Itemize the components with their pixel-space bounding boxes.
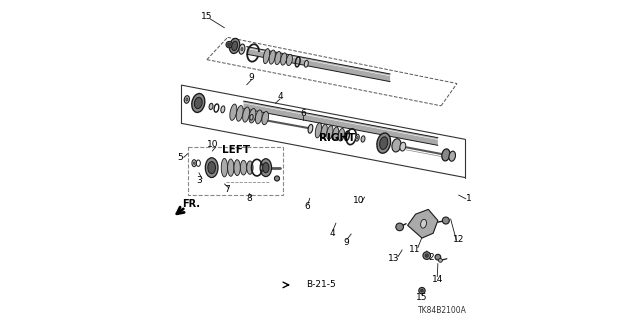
- Text: 10: 10: [207, 140, 218, 149]
- Ellipse shape: [263, 49, 269, 64]
- Text: 4: 4: [277, 92, 283, 101]
- Ellipse shape: [377, 133, 390, 153]
- Ellipse shape: [260, 159, 271, 177]
- Text: RIGHT: RIGHT: [319, 133, 356, 143]
- Ellipse shape: [442, 149, 450, 161]
- Text: LEFT: LEFT: [221, 146, 250, 156]
- Ellipse shape: [192, 160, 196, 167]
- Ellipse shape: [246, 161, 253, 174]
- Polygon shape: [408, 209, 438, 238]
- Text: 9: 9: [248, 73, 254, 82]
- Text: 7: 7: [224, 186, 230, 195]
- Text: 10: 10: [353, 196, 365, 205]
- Ellipse shape: [221, 158, 228, 177]
- Text: 9: 9: [343, 238, 349, 247]
- Ellipse shape: [234, 160, 241, 176]
- Ellipse shape: [241, 48, 243, 51]
- Ellipse shape: [420, 219, 426, 228]
- Ellipse shape: [449, 151, 456, 161]
- Ellipse shape: [308, 124, 313, 133]
- Ellipse shape: [304, 60, 308, 67]
- Ellipse shape: [269, 50, 275, 64]
- Ellipse shape: [236, 106, 243, 121]
- Ellipse shape: [221, 106, 225, 113]
- Ellipse shape: [286, 54, 292, 66]
- Ellipse shape: [321, 124, 327, 139]
- Text: 3: 3: [196, 176, 202, 185]
- Ellipse shape: [249, 108, 256, 123]
- Text: 1: 1: [466, 194, 472, 204]
- Ellipse shape: [205, 158, 218, 178]
- Text: 14: 14: [431, 275, 443, 284]
- Circle shape: [420, 289, 423, 292]
- Text: 11: 11: [409, 245, 420, 254]
- Ellipse shape: [316, 123, 321, 138]
- Ellipse shape: [232, 41, 237, 51]
- Ellipse shape: [262, 111, 269, 125]
- Ellipse shape: [250, 115, 253, 120]
- Ellipse shape: [356, 136, 358, 139]
- Ellipse shape: [333, 127, 339, 140]
- Circle shape: [423, 252, 431, 260]
- Ellipse shape: [230, 104, 237, 120]
- Ellipse shape: [228, 159, 234, 176]
- Text: 4: 4: [330, 229, 335, 238]
- Ellipse shape: [327, 126, 333, 140]
- Ellipse shape: [193, 162, 195, 164]
- Text: 13: 13: [388, 254, 399, 263]
- Ellipse shape: [239, 44, 245, 54]
- Ellipse shape: [361, 136, 365, 142]
- Text: TK84B2100A: TK84B2100A: [418, 306, 467, 315]
- Ellipse shape: [209, 103, 213, 110]
- Ellipse shape: [208, 162, 216, 174]
- Ellipse shape: [255, 110, 262, 124]
- Text: 15: 15: [416, 292, 428, 301]
- Polygon shape: [246, 47, 390, 82]
- Circle shape: [228, 43, 231, 46]
- Text: 6: 6: [305, 202, 310, 211]
- Ellipse shape: [186, 98, 188, 101]
- Text: 8: 8: [246, 194, 252, 204]
- Ellipse shape: [280, 53, 287, 65]
- Polygon shape: [244, 101, 438, 145]
- Ellipse shape: [241, 160, 246, 175]
- Ellipse shape: [243, 107, 250, 122]
- Circle shape: [425, 254, 428, 257]
- Circle shape: [275, 176, 280, 181]
- Circle shape: [396, 223, 403, 231]
- Ellipse shape: [192, 93, 205, 112]
- Ellipse shape: [262, 163, 269, 173]
- Text: 12: 12: [453, 235, 464, 244]
- Circle shape: [435, 254, 441, 260]
- Text: 6: 6: [301, 109, 307, 118]
- Ellipse shape: [229, 38, 240, 53]
- Circle shape: [226, 42, 232, 48]
- Ellipse shape: [195, 97, 202, 109]
- Text: 2: 2: [428, 253, 434, 262]
- Ellipse shape: [339, 128, 344, 141]
- Text: FR.: FR.: [182, 199, 200, 209]
- Text: 5: 5: [177, 153, 182, 162]
- Ellipse shape: [275, 52, 281, 65]
- Ellipse shape: [380, 137, 388, 149]
- Ellipse shape: [184, 96, 189, 103]
- Text: 15: 15: [201, 12, 212, 21]
- Circle shape: [419, 287, 425, 294]
- Ellipse shape: [355, 134, 359, 141]
- Circle shape: [438, 259, 442, 262]
- Text: B-21-5: B-21-5: [306, 280, 335, 289]
- Ellipse shape: [392, 139, 401, 152]
- Ellipse shape: [400, 142, 406, 151]
- Circle shape: [442, 217, 449, 224]
